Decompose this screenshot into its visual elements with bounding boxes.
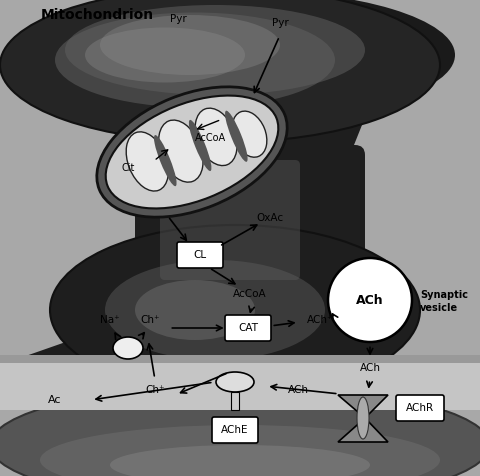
Ellipse shape xyxy=(50,225,419,395)
Ellipse shape xyxy=(65,5,364,95)
Text: AcCoA: AcCoA xyxy=(194,133,225,143)
Text: Pyr: Pyr xyxy=(169,14,186,24)
Ellipse shape xyxy=(0,0,439,142)
Ellipse shape xyxy=(106,96,278,208)
Ellipse shape xyxy=(216,372,253,392)
Text: ACh⁺: ACh⁺ xyxy=(306,315,333,325)
Ellipse shape xyxy=(25,0,454,120)
Ellipse shape xyxy=(135,280,254,340)
Ellipse shape xyxy=(110,445,369,476)
Text: ACh: ACh xyxy=(359,363,380,373)
Ellipse shape xyxy=(154,135,176,186)
Bar xyxy=(230,392,239,410)
Text: AChR: AChR xyxy=(405,403,433,413)
Text: OxAc: OxAc xyxy=(256,213,283,223)
Ellipse shape xyxy=(100,15,279,75)
FancyBboxPatch shape xyxy=(160,160,300,280)
Bar xyxy=(0,355,480,363)
Text: ACh: ACh xyxy=(356,294,383,307)
FancyBboxPatch shape xyxy=(395,395,443,421)
Text: Synaptic: Synaptic xyxy=(419,290,467,300)
Ellipse shape xyxy=(105,260,324,360)
Bar xyxy=(0,358,480,410)
Ellipse shape xyxy=(40,425,439,476)
Ellipse shape xyxy=(85,28,244,82)
Ellipse shape xyxy=(126,132,168,191)
Text: Na⁺: Na⁺ xyxy=(100,315,120,325)
Text: CAT: CAT xyxy=(238,323,257,333)
Text: Ch⁺: Ch⁺ xyxy=(140,315,159,325)
Text: Ch⁺: Ch⁺ xyxy=(145,385,165,395)
Ellipse shape xyxy=(55,12,334,108)
Text: AcCoA: AcCoA xyxy=(233,289,266,299)
FancyBboxPatch shape xyxy=(177,242,223,268)
Ellipse shape xyxy=(189,120,211,171)
Ellipse shape xyxy=(232,111,266,157)
Ellipse shape xyxy=(96,87,287,217)
Text: Ac: Ac xyxy=(48,395,61,405)
Ellipse shape xyxy=(158,120,203,182)
Ellipse shape xyxy=(356,397,368,439)
FancyBboxPatch shape xyxy=(212,417,257,443)
Ellipse shape xyxy=(0,385,480,476)
FancyBboxPatch shape xyxy=(225,315,270,341)
Text: Mitochondrion: Mitochondrion xyxy=(40,8,153,22)
Polygon shape xyxy=(0,80,459,400)
Ellipse shape xyxy=(225,111,247,162)
Circle shape xyxy=(327,258,411,342)
Text: CL: CL xyxy=(193,250,206,260)
Polygon shape xyxy=(337,395,387,442)
Text: Cit: Cit xyxy=(121,163,134,173)
Ellipse shape xyxy=(113,337,143,359)
Text: Pyr: Pyr xyxy=(271,18,288,28)
Text: vesicle: vesicle xyxy=(419,303,457,313)
Text: ACh: ACh xyxy=(287,385,308,395)
Ellipse shape xyxy=(195,108,237,166)
FancyBboxPatch shape xyxy=(135,145,364,295)
Text: AChE: AChE xyxy=(221,425,248,435)
